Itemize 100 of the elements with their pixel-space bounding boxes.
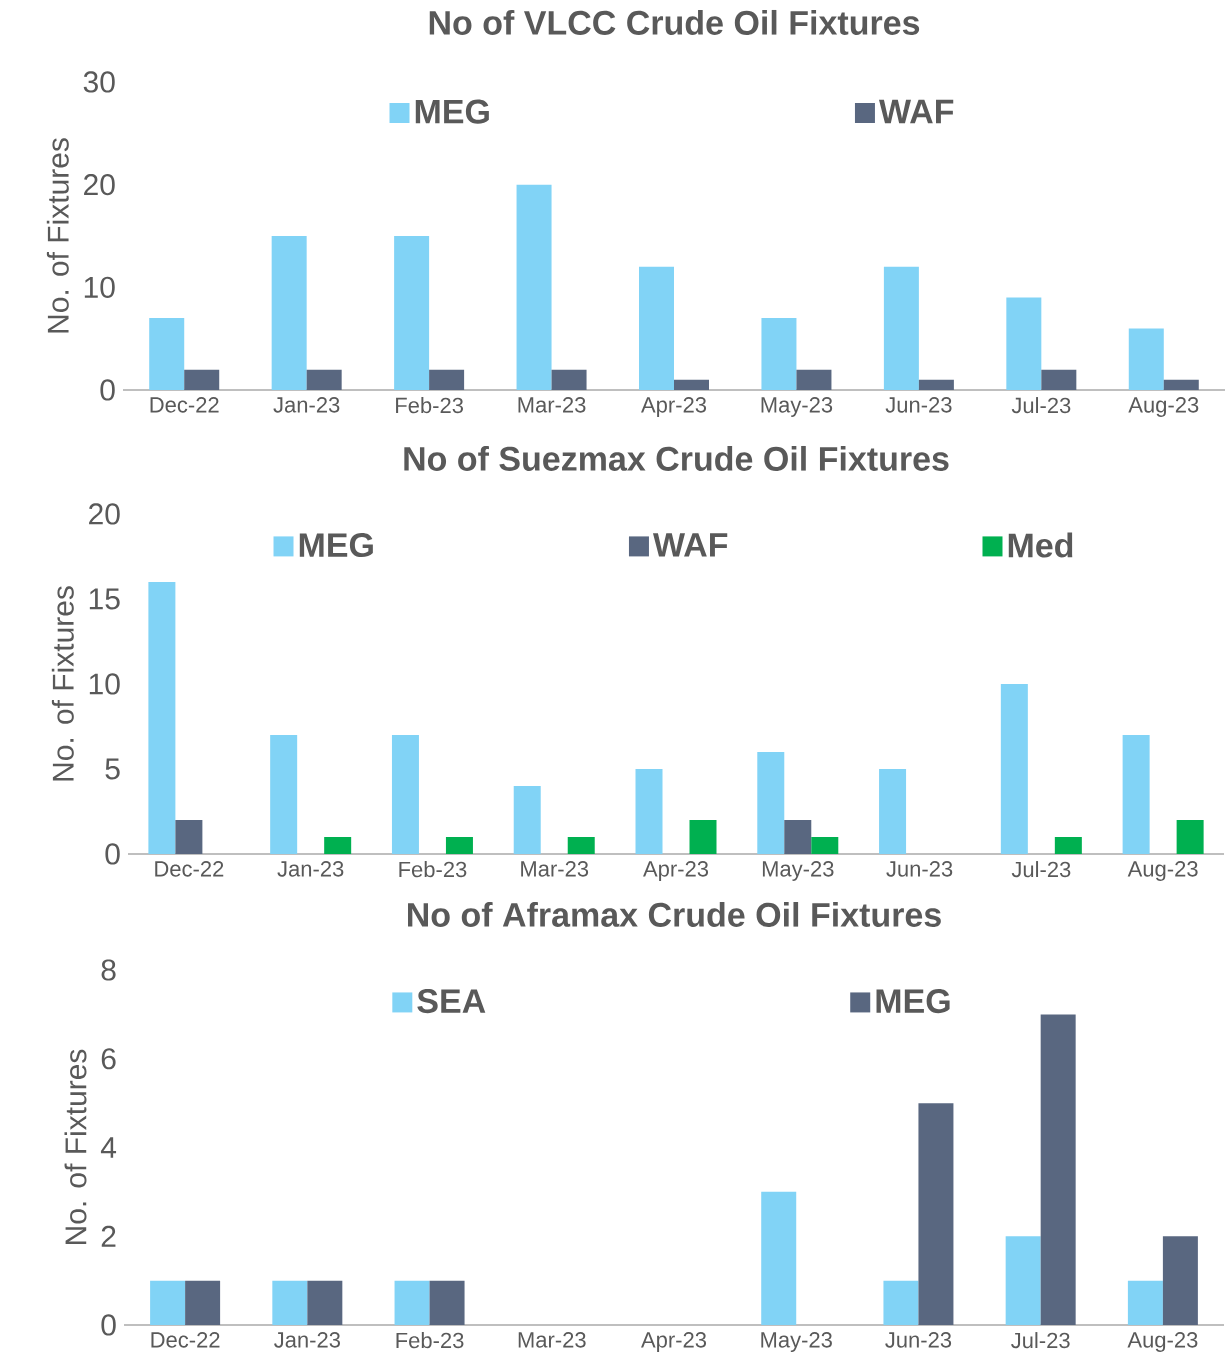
y-axis-title: No. of Fixtures bbox=[46, 138, 69, 333]
y-tick-label: 4 bbox=[100, 1137, 117, 1158]
x-tick-label: Feb-23 bbox=[396, 397, 463, 414]
bar bbox=[811, 836, 839, 854]
legend-label: SEA bbox=[417, 989, 486, 1014]
bar bbox=[551, 369, 587, 390]
chart-title: No of VLCC Crude Oil Fixtures bbox=[429, 9, 920, 35]
legend-label: Med bbox=[1008, 532, 1073, 558]
bar bbox=[639, 266, 674, 390]
x-tick-label: Apr-23 bbox=[643, 861, 709, 881]
bar bbox=[784, 819, 812, 854]
bar bbox=[796, 369, 832, 390]
x-tick-label: Mar-23 bbox=[518, 397, 586, 413]
x-tick-label: Apr-23 bbox=[641, 1332, 707, 1352]
y-tick-label: 0 bbox=[101, 1314, 116, 1336]
bar bbox=[1000, 683, 1028, 854]
y-tick-label: 0 bbox=[100, 379, 115, 401]
bar bbox=[1176, 819, 1204, 854]
legend-label: WAF bbox=[652, 533, 728, 557]
y-axis-title: No. of Fixtures bbox=[64, 1049, 87, 1244]
x-tick-label: Jul-23 bbox=[1011, 397, 1071, 414]
bar bbox=[394, 1280, 430, 1325]
bar bbox=[757, 751, 785, 854]
bar bbox=[1128, 328, 1164, 390]
x-tick-label: Mar-23 bbox=[521, 861, 589, 877]
x-tick-label: Jun-23 bbox=[885, 1332, 952, 1348]
x-tick-label: Dec-22 bbox=[151, 1332, 220, 1348]
y-tick-label: 8 bbox=[101, 959, 116, 981]
bar bbox=[307, 1280, 343, 1325]
bar bbox=[1122, 734, 1150, 854]
bar bbox=[1163, 379, 1199, 390]
x-tick-label: Mar-23 bbox=[518, 1332, 586, 1348]
bar bbox=[516, 184, 552, 390]
y-tick-label: 10 bbox=[89, 673, 120, 695]
legend-label: MEG bbox=[415, 99, 489, 124]
x-tick-label: Aug-23 bbox=[1127, 861, 1198, 881]
bar bbox=[1162, 1236, 1198, 1325]
x-tick-label: Feb-23 bbox=[396, 1332, 464, 1349]
bar bbox=[185, 1280, 221, 1325]
legend-label: MEG bbox=[299, 533, 373, 558]
bar bbox=[1127, 1280, 1163, 1325]
bar bbox=[306, 369, 342, 390]
bar bbox=[150, 1280, 186, 1325]
chart-title: No of Suezmax Crude Oil Fixtures bbox=[404, 445, 949, 471]
bar bbox=[175, 819, 203, 854]
bar bbox=[149, 318, 185, 390]
legend-label: WAF bbox=[878, 99, 954, 124]
bar bbox=[394, 235, 430, 390]
x-tick-label: Jul-23 bbox=[1011, 861, 1071, 878]
bar bbox=[689, 819, 717, 854]
x-tick-label: Jan-23 bbox=[277, 861, 344, 877]
x-tick-label: May-23 bbox=[761, 1332, 832, 1352]
bar bbox=[272, 1280, 308, 1325]
chart-title: No of Aframax Crude Oil Fixtures bbox=[408, 901, 941, 927]
y-tick-label: 6 bbox=[101, 1048, 116, 1070]
x-tick-label: Aug-23 bbox=[1127, 1332, 1198, 1352]
bar bbox=[271, 235, 307, 390]
y-axis-title: No. of Fixtures bbox=[51, 586, 74, 781]
y-tick-label: 2 bbox=[101, 1225, 116, 1247]
x-tick-label: Jul-23 bbox=[1011, 1332, 1070, 1349]
y-tick-label: 15 bbox=[89, 588, 120, 610]
bar bbox=[879, 768, 907, 854]
y-tick-label: 30 bbox=[83, 71, 115, 93]
legend-label: MEG bbox=[876, 989, 950, 1014]
bar bbox=[513, 785, 541, 854]
bar bbox=[761, 318, 797, 390]
x-tick-label: May-23 bbox=[761, 397, 833, 417]
bar bbox=[324, 836, 352, 854]
x-tick-label: Aug-23 bbox=[1128, 397, 1199, 417]
bar bbox=[761, 1191, 797, 1325]
bar bbox=[918, 1103, 954, 1325]
bar bbox=[883, 1280, 919, 1325]
bar bbox=[567, 836, 595, 854]
x-tick-label: Jun-23 bbox=[886, 861, 953, 877]
bar bbox=[918, 379, 954, 390]
bar bbox=[148, 581, 176, 854]
x-tick-label: Feb-23 bbox=[399, 861, 467, 878]
bar bbox=[429, 369, 465, 390]
bar bbox=[883, 266, 919, 390]
x-tick-label: Dec-22 bbox=[150, 397, 219, 413]
bar bbox=[1006, 297, 1042, 390]
bar bbox=[1054, 836, 1082, 854]
x-tick-label: Dec-22 bbox=[155, 861, 224, 877]
y-tick-label: 10 bbox=[84, 276, 115, 298]
x-tick-label: Jan-23 bbox=[274, 1332, 340, 1348]
bar bbox=[1041, 369, 1077, 390]
bar bbox=[1040, 1014, 1076, 1325]
bar bbox=[445, 836, 473, 854]
bar bbox=[270, 734, 298, 854]
x-tick-label: Apr-23 bbox=[641, 397, 707, 417]
bar bbox=[391, 734, 419, 854]
bar bbox=[184, 369, 220, 390]
bar bbox=[429, 1280, 465, 1325]
y-tick-label: 5 bbox=[105, 758, 120, 780]
bar bbox=[674, 379, 709, 390]
x-tick-label: Jun-23 bbox=[885, 397, 952, 413]
x-tick-label: May-23 bbox=[762, 861, 834, 881]
y-tick-label: 0 bbox=[105, 843, 120, 865]
bar bbox=[635, 768, 663, 854]
x-tick-label: Jan-23 bbox=[273, 397, 340, 413]
